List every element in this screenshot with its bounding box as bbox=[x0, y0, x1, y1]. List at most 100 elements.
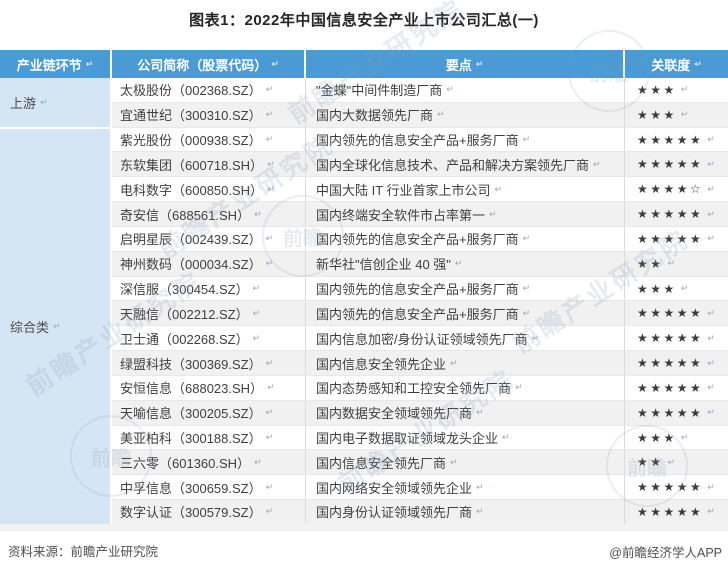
column-header-relevance-label: 关联度 bbox=[651, 57, 691, 73]
company-name: 深信服（300454.SZ） bbox=[120, 282, 249, 298]
return-mark-icon: ↵ bbox=[707, 208, 715, 219]
column-header-relevance: 关联度 ↵ bbox=[625, 50, 728, 78]
table-row: 数字认证（300579.SZ） ↵ 国内身份认证领域领先厂商 ↵ ★★★★★ ↵ bbox=[112, 500, 728, 524]
company-name: 天喻信息（300205.SZ） bbox=[120, 406, 262, 422]
table-row: 绿盟科技（300369.SZ） ↵ 国内信息安全领先企业 ↵ ★★★★★ ↵ bbox=[112, 351, 728, 376]
star-rating: ★★★★★ bbox=[637, 405, 704, 420]
keypoint-cell: 国内信息加密/身份认证领域领先厂商 ↵ bbox=[306, 326, 625, 351]
rating-cell: ★★ ↵ bbox=[625, 252, 728, 276]
keypoint-cell: 国内电子数据取证领域龙头企业 ↵ bbox=[306, 425, 625, 450]
return-mark-icon: ↵ bbox=[265, 84, 274, 95]
rating-cell: ★★★★★ ↵ bbox=[625, 351, 728, 375]
company-cell: 三六零（601360.SH） ↵ bbox=[112, 450, 306, 475]
rating-cell: ★★★★★ ↵ bbox=[625, 376, 728, 400]
company-name: 绿盟科技（300369.SZ） bbox=[120, 356, 262, 372]
keypoint-text: 国内身份认证领域领先厂商 bbox=[316, 505, 473, 521]
keypoint-text: 国内领先的信息安全产品+服务厂商 bbox=[316, 306, 519, 322]
star-rating: ★★ bbox=[637, 256, 664, 271]
keypoint-cell: 国内态势感知和工控安全领先厂商 ↵ bbox=[306, 375, 625, 400]
return-mark-icon: ↵ bbox=[707, 158, 715, 169]
return-mark-icon: ↵ bbox=[254, 208, 262, 219]
column-header-company: 公司简称（股票代码） ↵ bbox=[112, 50, 306, 78]
keypoint-text: 国内信息安全领先厂商 bbox=[316, 455, 447, 471]
return-mark-icon: ↵ bbox=[707, 233, 715, 244]
keypoint-text: 国内领先的信息安全产品+服务厂商 bbox=[316, 133, 519, 149]
return-mark-icon: ↵ bbox=[265, 432, 274, 442]
rating-cell: ★★★★★ ↵ bbox=[625, 475, 728, 499]
rating-cell: ★★★ ↵ bbox=[625, 78, 728, 102]
keypoint-text: 国内信息安全领先企业 bbox=[316, 356, 447, 372]
return-mark-icon: ↵ bbox=[450, 456, 458, 467]
return-mark-icon: ↵ bbox=[265, 506, 274, 517]
company-name: 奇安信（688561.SH） bbox=[120, 207, 251, 223]
company-name: 太极股份（002368.SZ） bbox=[120, 83, 262, 99]
return-mark-icon: ↵ bbox=[265, 134, 274, 145]
rating-cell: ★★★★★ ↵ bbox=[625, 128, 728, 152]
keypoint-cell: 国内终端安全软件市占率第一 ↵ bbox=[306, 202, 625, 226]
company-cell: 中孚信息（300659.SZ） ↵ bbox=[112, 475, 306, 500]
company-cell: 奇安信（688561.SH） ↵ bbox=[112, 202, 306, 226]
company-name: 天融信（002212.SZ） bbox=[120, 306, 249, 322]
return-mark-icon: ↵ bbox=[267, 382, 275, 393]
return-mark-icon: ↵ bbox=[531, 332, 540, 343]
company-name: 三六零（601360.SH） bbox=[120, 455, 251, 471]
table-row: 奇安信（688561.SH） ↵ 国内终端安全软件市占率第一 ↵ ★★★★★ ↵ bbox=[112, 202, 728, 227]
company-name: 卫士通（002268.SZ） bbox=[120, 331, 249, 347]
keypoint-cell: 国内数据安全领域领先厂商 ↵ bbox=[306, 400, 625, 425]
return-mark-icon: ↵ bbox=[522, 283, 531, 294]
return-mark-icon: ↵ bbox=[271, 58, 279, 69]
company-cell: 天喻信息（300205.SZ） ↵ bbox=[112, 400, 306, 425]
keypoint-cell: 国内领先的信息安全产品+服务厂商 ↵ bbox=[306, 226, 625, 251]
company-cell: 紫光股份（000938.SZ） ↵ bbox=[112, 127, 306, 152]
return-mark-icon: ↵ bbox=[254, 456, 262, 467]
company-name: 神州数码（000034.SZ） bbox=[120, 257, 262, 273]
star-rating: ★★★★★ bbox=[637, 331, 704, 346]
company-cell: 深信服（300454.SZ） ↵ bbox=[112, 276, 306, 301]
table-row: 深信服（300454.SZ） ↵ 国内领先的信息安全产品+服务厂商 ↵ ★★★ ↵ bbox=[112, 276, 728, 302]
column-header-chain: 产业链环节 ↵ bbox=[0, 50, 110, 78]
keypoint-text: 国内终端安全软件市占率第一 bbox=[316, 207, 486, 223]
table-row: 美亚柏科（300188.SZ） ↵ 国内电子数据取证领域龙头企业 ↵ ★★★ ↵ bbox=[112, 425, 728, 451]
section-label: 综合类 bbox=[10, 320, 50, 336]
company-name: 安恒信息（688023.SH） bbox=[120, 381, 264, 397]
return-mark-icon: ↵ bbox=[265, 357, 274, 368]
return-mark-icon: ↵ bbox=[707, 357, 715, 368]
return-mark-icon: ↵ bbox=[680, 84, 689, 95]
keypoint-cell: 新华社"信创企业 40 强" ↵ bbox=[306, 251, 625, 276]
return-mark-icon: ↵ bbox=[476, 481, 484, 492]
keypoint-cell: "金蝶"中间件制造厂商 ↵ bbox=[306, 78, 625, 102]
column-header-chain-label: 产业链环节 bbox=[16, 57, 82, 73]
rating-cell: ★★ ↵ bbox=[625, 450, 728, 474]
return-mark-icon: ↵ bbox=[667, 456, 676, 467]
return-mark-icon: ↵ bbox=[40, 97, 48, 108]
table-row: 神州数码（000034.SZ） ↵ 新华社"信创企业 40 强" ↵ ★★ ↵ bbox=[112, 251, 728, 277]
keypoint-text: 国内数据安全领域领先厂商 bbox=[316, 406, 473, 422]
column-header-keypoint: 要点 ↵ bbox=[306, 50, 625, 78]
return-mark-icon: ↵ bbox=[85, 58, 94, 69]
company-cell: 电科数字（600850.SH） ↵ bbox=[112, 177, 306, 202]
return-mark-icon: ↵ bbox=[707, 183, 715, 194]
keypoint-text: 国内大数据领先厂商 bbox=[316, 108, 434, 124]
rating-cell: ★★★★★ ↵ bbox=[625, 301, 728, 325]
return-mark-icon: ↵ bbox=[680, 283, 689, 294]
star-rating: ★★★★☆ bbox=[637, 182, 704, 197]
source-note: 资料来源：前瞻产业研究院 bbox=[8, 545, 159, 559]
table-body: 太极股份（002368.SZ） ↵ "金蝶"中间件制造厂商 ↵ ★★★ ↵ 宜通世纪（… bbox=[112, 78, 728, 524]
return-mark-icon: ↵ bbox=[450, 357, 458, 368]
return-mark-icon: ↵ bbox=[694, 58, 702, 69]
rating-cell: ★★★★★ ↵ bbox=[625, 152, 728, 176]
keypoint-cell: 国内领先的信息安全产品+服务厂商 ↵ bbox=[306, 127, 625, 152]
company-name: 启明星辰（002439.SZ） bbox=[120, 232, 262, 248]
keypoint-text: 新华社"信创企业 40 强" bbox=[316, 257, 451, 273]
return-mark-icon: ↵ bbox=[707, 506, 715, 517]
return-mark-icon: ↵ bbox=[53, 321, 61, 332]
company-cell: 启明星辰（002439.SZ） ↵ bbox=[112, 226, 306, 251]
table-row: 东软集团（600718.SH） ↵ 国内全球化信息技术、产品和解决方案领先厂商 ↵ … bbox=[112, 152, 728, 178]
keypoint-cell: 国内大数据领先厂商 ↵ bbox=[306, 102, 625, 127]
return-mark-icon: ↵ bbox=[446, 84, 454, 95]
return-mark-icon: ↵ bbox=[265, 109, 274, 120]
star-rating: ★★★ bbox=[637, 281, 677, 296]
star-rating: ★★★ bbox=[637, 107, 677, 122]
rating-cell: ★★★ ↵ bbox=[625, 103, 728, 127]
company-cell: 卫士通（002268.SZ） ↵ bbox=[112, 326, 306, 351]
